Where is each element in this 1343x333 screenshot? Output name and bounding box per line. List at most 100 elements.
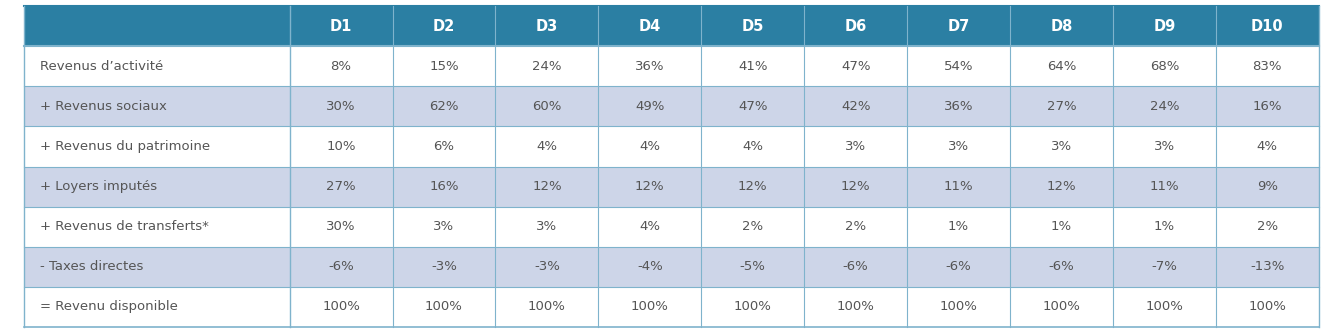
Text: 3%: 3% [1154,140,1175,153]
Text: -5%: -5% [740,260,766,273]
Text: 12%: 12% [635,180,665,193]
Text: 4%: 4% [536,140,557,153]
Bar [1010,166,1113,206]
Bar [290,6,392,46]
Text: 12%: 12% [737,180,768,193]
Bar [290,127,392,166]
Bar [1215,206,1319,247]
Text: -3%: -3% [535,260,560,273]
Text: 4%: 4% [639,140,661,153]
Text: 62%: 62% [430,100,459,113]
Bar [392,287,496,327]
Bar [701,86,804,126]
Text: D7: D7 [947,19,970,34]
Bar [1113,46,1215,86]
Bar [1113,127,1215,166]
Bar [599,166,701,206]
Text: 1%: 1% [1154,220,1175,233]
Bar [1010,287,1113,327]
Text: 100%: 100% [1249,300,1287,313]
Bar [1215,86,1319,126]
Bar [1113,206,1215,247]
Bar [392,86,496,126]
Bar [1215,46,1319,86]
Bar [804,206,907,247]
Text: 100%: 100% [940,300,978,313]
Text: 3%: 3% [1052,140,1072,153]
Text: 100%: 100% [1146,300,1183,313]
Bar [392,166,496,206]
Bar [24,6,290,46]
Bar [599,247,701,287]
Bar [496,287,599,327]
Bar [1113,166,1215,206]
Text: 24%: 24% [532,60,561,73]
Bar [599,6,701,46]
Text: 36%: 36% [944,100,974,113]
Bar [1215,287,1319,327]
Text: 100%: 100% [733,300,772,313]
Bar [701,6,804,46]
Bar [804,287,907,327]
Text: = Revenu disponible: = Revenu disponible [40,300,179,313]
Text: 49%: 49% [635,100,665,113]
Bar [804,166,907,206]
Bar [496,247,599,287]
Text: 100%: 100% [1042,300,1081,313]
Bar [1010,247,1113,287]
Text: 100%: 100% [837,300,874,313]
Text: D1: D1 [330,19,352,34]
Text: 100%: 100% [424,300,463,313]
Bar [1113,86,1215,126]
Text: 83%: 83% [1253,60,1283,73]
Text: 47%: 47% [841,60,870,73]
Text: 4%: 4% [743,140,763,153]
Text: 54%: 54% [944,60,974,73]
Text: 100%: 100% [631,300,669,313]
Bar [907,6,1010,46]
Text: 100%: 100% [322,300,360,313]
Bar [290,206,392,247]
Text: + Revenus de transferts*: + Revenus de transferts* [40,220,210,233]
Bar [496,86,599,126]
Bar [907,287,1010,327]
Text: D6: D6 [845,19,866,34]
Bar [599,206,701,247]
Bar [1113,6,1215,46]
Text: 42%: 42% [841,100,870,113]
Text: -6%: -6% [945,260,971,273]
Text: 64%: 64% [1046,60,1076,73]
Text: 36%: 36% [635,60,665,73]
Bar [599,46,701,86]
Text: 3%: 3% [434,220,454,233]
Bar [1113,247,1215,287]
Text: 27%: 27% [326,180,356,193]
Bar [804,6,907,46]
Text: 4%: 4% [1257,140,1277,153]
Text: D2: D2 [432,19,455,34]
Bar [1010,127,1113,166]
Text: -6%: -6% [1049,260,1074,273]
Bar [701,166,804,206]
Text: 4%: 4% [639,220,661,233]
Text: 10%: 10% [326,140,356,153]
Bar [24,287,290,327]
Text: D4: D4 [639,19,661,34]
Text: 11%: 11% [944,180,974,193]
Text: 12%: 12% [841,180,870,193]
Bar [804,247,907,287]
Text: 3%: 3% [948,140,970,153]
Bar [804,46,907,86]
Bar [907,86,1010,126]
Text: 15%: 15% [430,60,459,73]
Text: D9: D9 [1154,19,1175,34]
Text: 2%: 2% [845,220,866,233]
Text: 60%: 60% [532,100,561,113]
Text: -13%: -13% [1250,260,1284,273]
Bar [1010,46,1113,86]
Bar [701,127,804,166]
Bar [24,127,290,166]
Text: 12%: 12% [1046,180,1076,193]
Bar [907,206,1010,247]
Bar [907,46,1010,86]
